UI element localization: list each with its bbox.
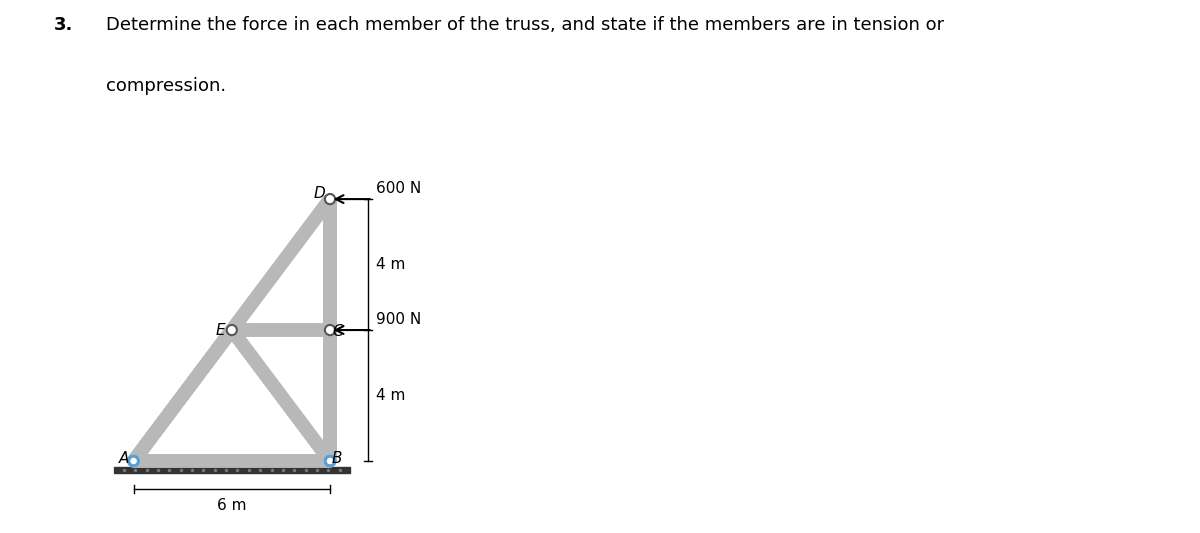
Circle shape bbox=[328, 458, 332, 464]
Circle shape bbox=[131, 458, 136, 464]
Text: 6 m: 6 m bbox=[217, 498, 246, 513]
Text: A: A bbox=[119, 451, 128, 466]
Text: 4 m: 4 m bbox=[376, 257, 406, 272]
Text: compression.: compression. bbox=[106, 77, 226, 95]
Text: E: E bbox=[216, 322, 226, 337]
Circle shape bbox=[127, 455, 139, 467]
Circle shape bbox=[324, 455, 336, 467]
Circle shape bbox=[325, 325, 335, 335]
Circle shape bbox=[227, 325, 236, 335]
Text: 600 N: 600 N bbox=[377, 181, 421, 197]
Text: 4 m: 4 m bbox=[376, 388, 406, 403]
Circle shape bbox=[127, 455, 139, 467]
Text: Determine the force in each member of the truss, and state if the members are in: Determine the force in each member of th… bbox=[106, 16, 943, 34]
Text: 900 N: 900 N bbox=[377, 312, 421, 327]
Circle shape bbox=[324, 455, 336, 467]
Text: 3.: 3. bbox=[54, 16, 73, 34]
Text: C: C bbox=[332, 324, 342, 339]
Text: D: D bbox=[313, 185, 325, 201]
Circle shape bbox=[325, 194, 335, 204]
Text: B: B bbox=[331, 451, 342, 466]
Polygon shape bbox=[114, 467, 349, 473]
